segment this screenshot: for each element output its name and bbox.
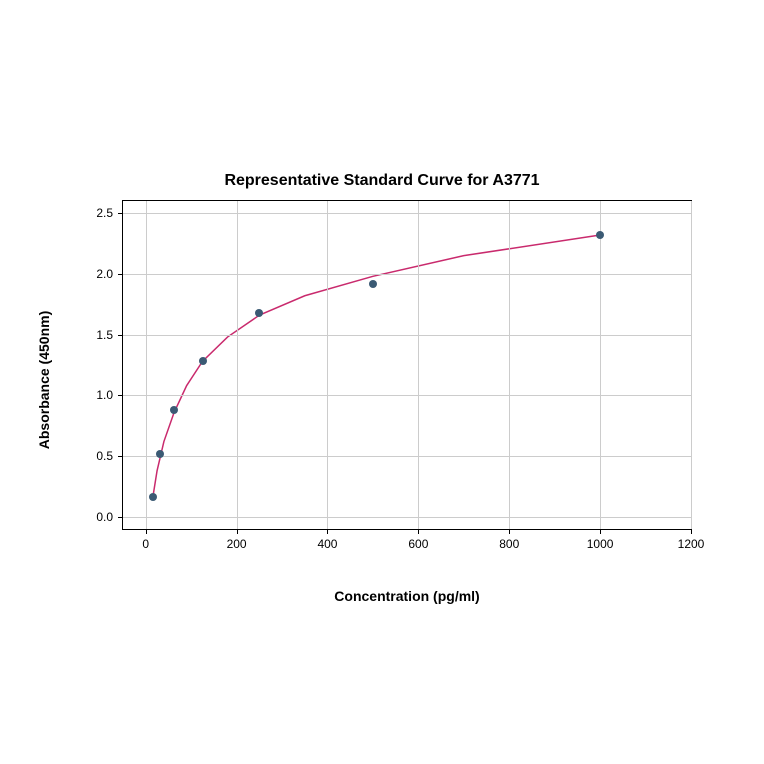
y-tick-label: 1.0 (96, 388, 113, 402)
data-point (149, 493, 157, 501)
grid-line-horizontal (123, 517, 691, 518)
grid-line-horizontal (123, 274, 691, 275)
x-tick-mark (237, 529, 238, 534)
y-axis-label: Absorbance (450nm) (36, 311, 52, 449)
y-tick-mark (118, 456, 123, 457)
grid-line-horizontal (123, 456, 691, 457)
x-axis-label: Concentration (pg/ml) (112, 588, 702, 604)
y-tick-label: 1.5 (96, 328, 113, 342)
chart-container: Representative Standard Curve for A3771 … (62, 172, 702, 592)
grid-line-vertical (237, 201, 238, 529)
data-point (156, 450, 164, 458)
y-tick-label: 0.5 (96, 449, 113, 463)
plot-wrapper: Absorbance (450nm) 020040060080010001200… (62, 200, 702, 560)
y-tick-label: 2.0 (96, 267, 113, 281)
data-point (596, 231, 604, 239)
data-point (369, 280, 377, 288)
grid-line-vertical (146, 201, 147, 529)
data-point (255, 309, 263, 317)
y-tick-mark (118, 213, 123, 214)
x-tick-label: 1000 (587, 537, 614, 551)
y-tick-mark (118, 517, 123, 518)
fitted-curve (123, 201, 691, 529)
x-tick-mark (600, 529, 601, 534)
y-tick-mark (118, 395, 123, 396)
grid-line-vertical (600, 201, 601, 529)
data-point (170, 406, 178, 414)
x-tick-label: 800 (499, 537, 519, 551)
x-tick-mark (691, 529, 692, 534)
x-tick-label: 200 (227, 537, 247, 551)
plot-area: 0200400600800100012000.00.51.01.52.02.5 (122, 200, 692, 530)
grid-line-vertical (327, 201, 328, 529)
x-tick-label: 1200 (678, 537, 705, 551)
grid-line-horizontal (123, 395, 691, 396)
x-tick-mark (327, 529, 328, 534)
data-point (199, 357, 207, 365)
x-tick-label: 400 (317, 537, 337, 551)
grid-line-horizontal (123, 213, 691, 214)
grid-line-vertical (509, 201, 510, 529)
y-tick-label: 0.0 (96, 510, 113, 524)
grid-line-horizontal (123, 335, 691, 336)
chart-title: Representative Standard Curve for A3771 (62, 172, 702, 190)
x-tick-label: 0 (142, 537, 149, 551)
x-tick-mark (418, 529, 419, 534)
x-tick-mark (146, 529, 147, 534)
y-tick-label: 2.5 (96, 206, 113, 220)
x-tick-mark (509, 529, 510, 534)
y-tick-mark (118, 274, 123, 275)
grid-line-vertical (418, 201, 419, 529)
x-tick-label: 600 (408, 537, 428, 551)
y-tick-mark (118, 335, 123, 336)
grid-line-vertical (691, 201, 692, 529)
